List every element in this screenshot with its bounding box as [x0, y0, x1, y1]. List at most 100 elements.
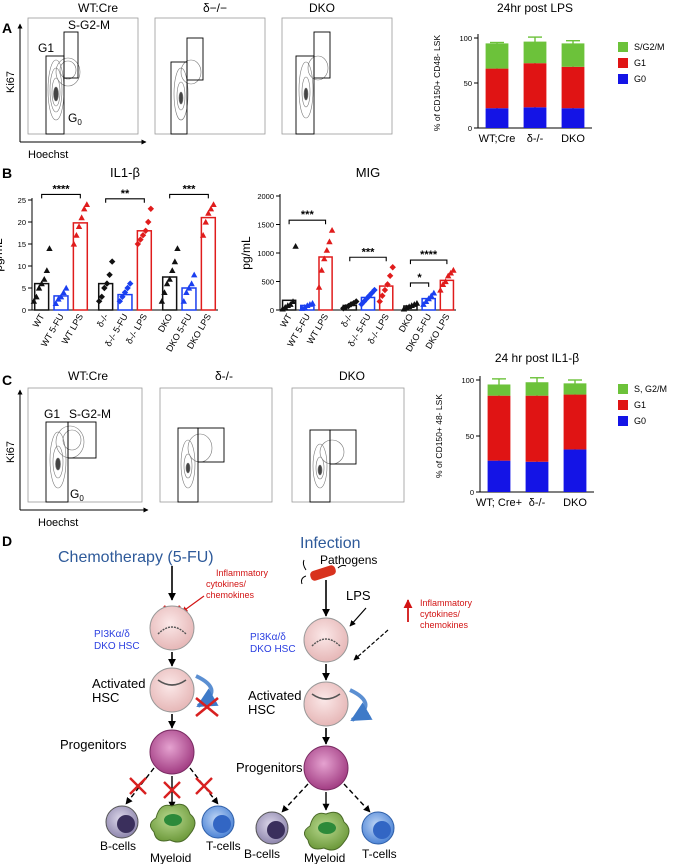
panel-label-d: D	[2, 533, 12, 549]
bar-segment	[561, 108, 585, 128]
data-point	[301, 303, 308, 310]
output-label: B-cells	[100, 839, 136, 853]
data-point	[174, 245, 181, 251]
bar-segment	[563, 449, 587, 492]
progenitors-label: Progenitors	[236, 760, 303, 775]
data-point	[166, 276, 173, 282]
diagram-title-right: Infection	[300, 535, 360, 552]
bar-segment	[563, 394, 587, 450]
data-point	[95, 298, 103, 305]
progenitor-cell	[303, 745, 349, 791]
y-tick-label: 500	[261, 278, 274, 287]
bar-segment	[563, 383, 587, 395]
legend-swatch	[618, 42, 628, 52]
significance-label: ****	[52, 183, 70, 195]
x-tick-label: DKO	[561, 133, 585, 145]
data-point	[124, 284, 131, 292]
data-point	[384, 281, 391, 288]
data-point	[381, 286, 389, 294]
y-axis-label: pg/mL	[0, 238, 5, 272]
nucleus	[311, 693, 341, 700]
significance-label: ***	[362, 246, 376, 258]
gate-s-g2-m	[313, 31, 331, 79]
data-point	[191, 271, 198, 278]
data-point	[379, 292, 386, 299]
output-label: Myeloid	[150, 851, 191, 864]
bar-segment	[523, 63, 547, 108]
feedback-arrow	[353, 629, 389, 661]
data-point	[78, 214, 85, 221]
nucleus	[157, 626, 187, 635]
data-point	[386, 272, 394, 279]
y-axis-label: Ki67	[5, 71, 17, 93]
y-tick-label: 10	[18, 262, 26, 271]
data-point	[321, 255, 328, 262]
block-cross	[129, 777, 147, 795]
flow-title: WT:Cre	[68, 369, 108, 383]
data-point	[282, 303, 289, 310]
diagram-title-left: Chemotherapy (5-FU)	[58, 549, 214, 566]
significance-bracket	[288, 219, 327, 225]
gate-s-g2-m	[197, 427, 225, 463]
x-tick-label: DKO	[156, 312, 174, 334]
plot-frame	[154, 17, 266, 135]
y-axis-label: % of CD150+ CD48- LSK	[432, 35, 442, 131]
data-point	[161, 289, 168, 295]
data-point	[63, 284, 70, 291]
x-tick-label: δ-/-	[529, 497, 546, 509]
y-tick-label: 1000	[257, 249, 274, 258]
mean-bar	[281, 299, 297, 311]
nucleus	[267, 821, 285, 839]
significance-label: ***	[183, 183, 197, 195]
significance-bracket	[41, 193, 81, 199]
data-point	[289, 298, 297, 305]
gate-g1	[177, 427, 199, 503]
x-tick-label: WT	[31, 312, 47, 330]
data-point	[450, 266, 457, 273]
gate-label-sg2m: S-G2-M	[69, 407, 111, 421]
lps-label: LPS	[346, 588, 371, 603]
data-point	[70, 240, 78, 247]
data-point	[35, 284, 43, 291]
contour-plot	[49, 425, 85, 489]
y-axis-label: % of CD150+ 48- LSK	[434, 394, 444, 478]
data-point	[106, 271, 113, 278]
nucleus	[157, 679, 187, 686]
bar-segment	[561, 66, 585, 109]
significance-bracket	[409, 259, 448, 265]
data-point	[442, 278, 449, 285]
legend-label: G0	[634, 416, 646, 426]
data-point	[430, 289, 438, 296]
data-point	[81, 205, 88, 212]
activated-hsc-cell	[149, 667, 195, 713]
output-label: Myeloid	[304, 851, 345, 864]
significance-label: **	[121, 188, 130, 200]
data-point	[171, 258, 179, 265]
nucleus	[117, 815, 135, 833]
data-point	[75, 223, 83, 229]
y-tick-label: 0	[470, 488, 474, 497]
legend-swatch	[618, 74, 628, 84]
x-tick-label: WT	[278, 312, 294, 330]
data-point	[116, 298, 123, 305]
gate-label-g1: G1	[44, 407, 60, 421]
data-point	[323, 246, 331, 253]
y-tick-label: 50	[464, 79, 472, 88]
gate-label-sg2m: S-G2-M	[68, 18, 110, 32]
nucleus	[373, 821, 391, 839]
contour-plot	[173, 59, 202, 121]
data-point	[315, 284, 323, 290]
bar-segment	[487, 395, 511, 461]
flow-title: δ-/-	[215, 369, 233, 383]
data-point	[180, 298, 187, 304]
data-point	[326, 238, 333, 245]
bar-segment	[523, 107, 547, 128]
legend-label: G1	[634, 400, 646, 410]
data-point	[46, 245, 53, 251]
x-tick-label: δ-/-	[95, 312, 110, 329]
flow-plot-dko-c: DKO	[291, 369, 405, 503]
data-point	[185, 284, 193, 291]
data-point	[389, 264, 396, 271]
